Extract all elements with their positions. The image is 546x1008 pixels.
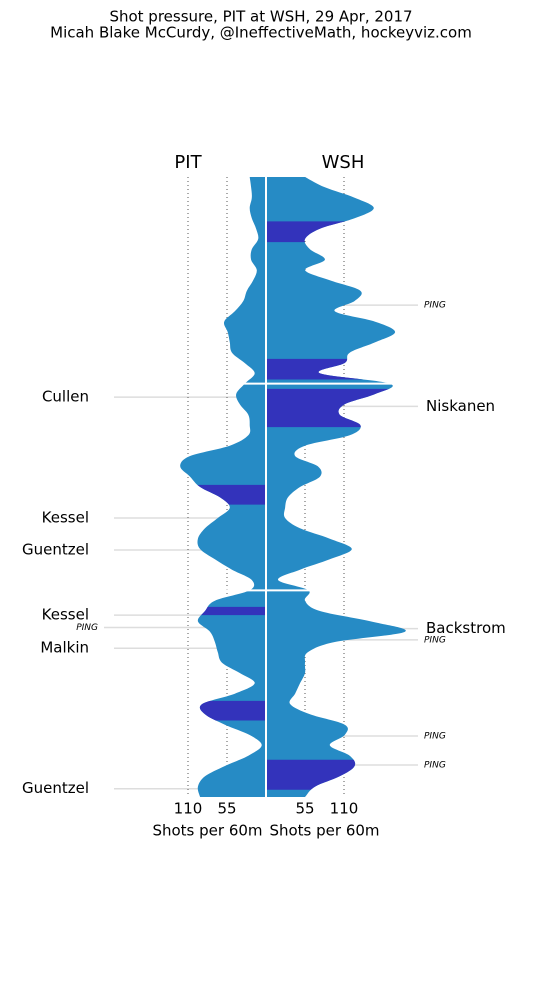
axis-label: Shots per 60m bbox=[269, 822, 379, 840]
goal-label: Kessel bbox=[42, 606, 89, 624]
power-play-band bbox=[266, 358, 364, 380]
team-label: WSH bbox=[322, 152, 365, 173]
power-play-band bbox=[197, 484, 266, 505]
goal-label: Backstrom bbox=[426, 619, 506, 637]
ping-label: PING bbox=[424, 635, 446, 645]
goal-label: Guentzel bbox=[22, 779, 89, 797]
power-play-band bbox=[266, 759, 356, 790]
ping-label: PING bbox=[424, 301, 446, 311]
ping-label: PING bbox=[424, 760, 446, 770]
area bbox=[266, 177, 406, 797]
power-play-band bbox=[199, 700, 266, 721]
goal-label: Malkin bbox=[40, 639, 89, 657]
tick-label: 110 bbox=[330, 800, 359, 818]
ping-label: PING bbox=[76, 623, 98, 633]
goal-label: Guentzel bbox=[22, 541, 89, 559]
goal-label: Niskanen bbox=[426, 397, 495, 415]
axis-label: Shots per 60m bbox=[152, 822, 262, 840]
tick-label: 55 bbox=[217, 800, 236, 818]
chart-title: Shot pressure, PIT at WSH, 29 Apr, 2017 bbox=[109, 8, 412, 26]
goal-label: Kessel bbox=[42, 509, 89, 527]
tick-label: 55 bbox=[295, 800, 314, 818]
tick-label: 110 bbox=[174, 800, 203, 818]
ping-label: PING bbox=[424, 732, 446, 742]
power-play-band bbox=[201, 606, 266, 616]
power-play-band bbox=[266, 388, 389, 428]
team-label: PIT bbox=[174, 152, 202, 173]
goal-label: Cullen bbox=[42, 388, 89, 406]
power-play-band bbox=[266, 221, 345, 243]
chart-subtitle: Micah Blake McCurdy, @IneffectiveMath, h… bbox=[50, 24, 472, 42]
